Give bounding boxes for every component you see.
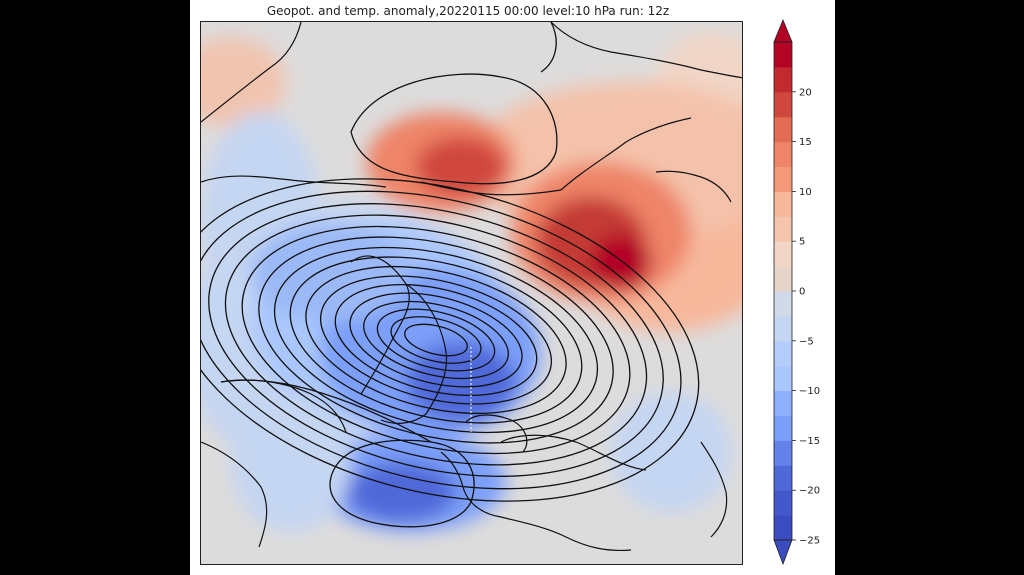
contour-ring — [349, 292, 523, 388]
colorbar-band — [774, 315, 792, 342]
colorbar-band — [774, 365, 792, 392]
cold-min-atlantic — [346, 462, 456, 522]
cold-anomaly-sw — [231, 392, 351, 532]
coastline-asia-se — [700, 441, 728, 538]
contour-ring — [208, 203, 664, 477]
contour-ring — [224, 214, 648, 466]
coastline-scandinavia — [465, 414, 528, 453]
colorbar-tick-label: 10 — [799, 187, 812, 198]
colorbar-tick-label: 15 — [799, 137, 812, 148]
colorbar: 20 15 10 5 0 −5 −10 −15 −20 −25 — [773, 18, 820, 566]
contour-ring — [390, 316, 482, 364]
figure: Geopot. and temp. anomaly,20220115 00:00… — [190, 0, 835, 575]
contour-ring — [305, 265, 567, 415]
coastline-pacific-north — [550, 22, 742, 79]
contour-ring — [201, 178, 700, 502]
colorbar-band — [774, 42, 792, 68]
colorbar-tick-label: −20 — [799, 486, 820, 497]
colorbar-band — [774, 440, 792, 466]
cold-anomaly-canada — [251, 222, 411, 322]
map-frame — [200, 21, 743, 565]
contour-ring — [258, 236, 614, 444]
colorbar-band — [774, 291, 792, 317]
contour-ring — [289, 256, 583, 424]
colorbar-band — [774, 216, 792, 242]
contour-ring — [273, 246, 599, 434]
contour-ring — [201, 190, 682, 490]
coastline-siberia-e — [560, 117, 692, 191]
colorbar-tick-label: −10 — [799, 386, 820, 397]
colorbar-extend-max — [773, 18, 793, 43]
contour-ring — [363, 300, 509, 380]
coastline-greenland-e — [380, 283, 448, 424]
colorbar-band — [774, 415, 792, 441]
colorbar-ticks: 20 15 10 5 0 −5 −10 −15 −20 −25 — [792, 87, 820, 547]
colorbar-tick-label: 0 — [799, 287, 805, 298]
coastline-na-east — [201, 441, 268, 548]
warm-peak — [591, 234, 651, 290]
colorbar-bands — [773, 18, 793, 566]
warm-max-north — [416, 137, 506, 197]
map-canvas — [201, 22, 742, 564]
colorbar-tick-label: −5 — [799, 336, 814, 347]
colorbar-band — [774, 66, 792, 93]
colorbar-extend-min — [773, 539, 793, 566]
colorbar-band — [774, 241, 792, 267]
colorbar-tick-label: −15 — [799, 436, 820, 447]
contour-atlantic-low — [329, 439, 475, 528]
contour-ring — [334, 283, 538, 397]
coastline-alaska — [201, 22, 302, 123]
colorbar-band — [774, 490, 792, 516]
colorbar-band — [774, 515, 792, 541]
contour-ring — [241, 225, 631, 455]
colorbar-band — [774, 390, 792, 416]
colorbar-tick-label: 20 — [799, 87, 812, 98]
colorbar-band — [774, 340, 792, 367]
colorbar-band — [774, 166, 792, 192]
colorbar-band — [774, 141, 792, 167]
contour-ring — [404, 323, 468, 357]
map-title: Geopot. and temp. anomaly,20220115 00:00… — [266, 4, 670, 18]
coastline-kamchatka — [655, 170, 732, 203]
colorbar-band — [774, 116, 792, 143]
colorbar-band — [774, 91, 792, 118]
coastline-mediterranean — [500, 516, 632, 552]
geopotential-contours — [201, 22, 700, 528]
coastline-russia-w — [500, 434, 647, 471]
contour-ridge-north — [350, 73, 558, 185]
cold-anomaly-se — [611, 392, 731, 512]
contour-ring — [319, 275, 553, 405]
colorbar-band — [774, 266, 792, 292]
contour-outer-sw — [220, 379, 432, 443]
coastlines — [201, 22, 742, 552]
coastline-north-canada — [201, 175, 387, 188]
contour-outer-n — [540, 22, 557, 73]
colorbar-tick-label: 5 — [799, 237, 805, 248]
contour-ring — [376, 308, 496, 372]
colorbar-band — [774, 465, 792, 491]
colorbar-band — [774, 191, 792, 217]
colorbar-tick-label: −25 — [799, 536, 820, 547]
coastline-siberia-n — [420, 181, 562, 196]
